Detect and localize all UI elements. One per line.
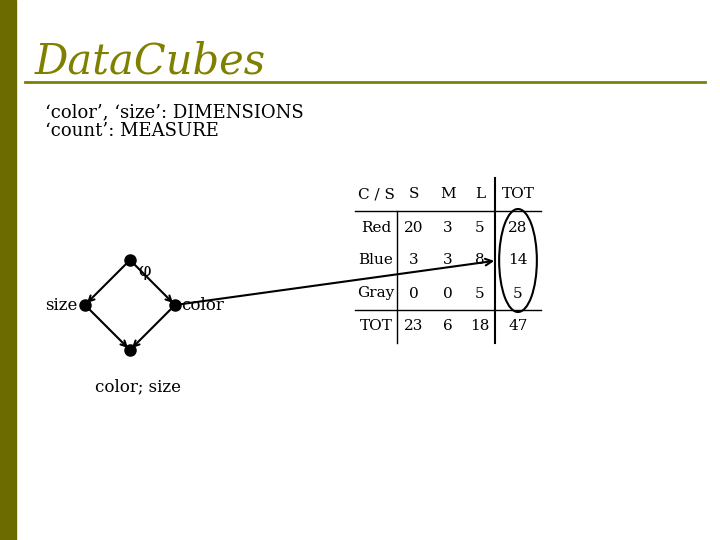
Text: TOT: TOT (502, 187, 534, 201)
Text: TOT: TOT (359, 320, 392, 334)
Text: 20: 20 (404, 220, 424, 234)
Text: 6: 6 (443, 320, 453, 334)
Text: 0: 0 (409, 287, 419, 300)
Bar (0, 0, 16, 540)
Text: 5: 5 (475, 287, 485, 300)
Text: 3: 3 (444, 220, 453, 234)
Text: 5: 5 (475, 220, 485, 234)
Text: 14: 14 (508, 253, 528, 267)
Text: 28: 28 (508, 220, 528, 234)
Text: φ: φ (138, 262, 150, 280)
Text: DataCubes: DataCubes (35, 41, 266, 83)
Text: C / S: C / S (358, 187, 395, 201)
Text: ‘color’, ‘size’: DIMENSIONS: ‘color’, ‘size’: DIMENSIONS (45, 103, 304, 121)
Text: Red: Red (361, 220, 391, 234)
Text: 5: 5 (513, 287, 523, 300)
Text: color: color (181, 296, 224, 314)
Text: 18: 18 (470, 320, 490, 334)
Text: 8: 8 (475, 253, 485, 267)
Text: Blue: Blue (359, 253, 393, 267)
Text: 0: 0 (443, 287, 453, 300)
Text: color; size: color; size (95, 378, 181, 395)
Text: 3: 3 (409, 253, 419, 267)
Text: size: size (45, 296, 77, 314)
Text: Gray: Gray (357, 287, 395, 300)
Text: ‘count’: MEASURE: ‘count’: MEASURE (45, 122, 219, 140)
Text: 3: 3 (444, 253, 453, 267)
Text: M: M (440, 187, 456, 201)
Text: 47: 47 (508, 320, 528, 334)
Text: 23: 23 (405, 320, 423, 334)
Text: L: L (475, 187, 485, 201)
Text: S: S (409, 187, 419, 201)
